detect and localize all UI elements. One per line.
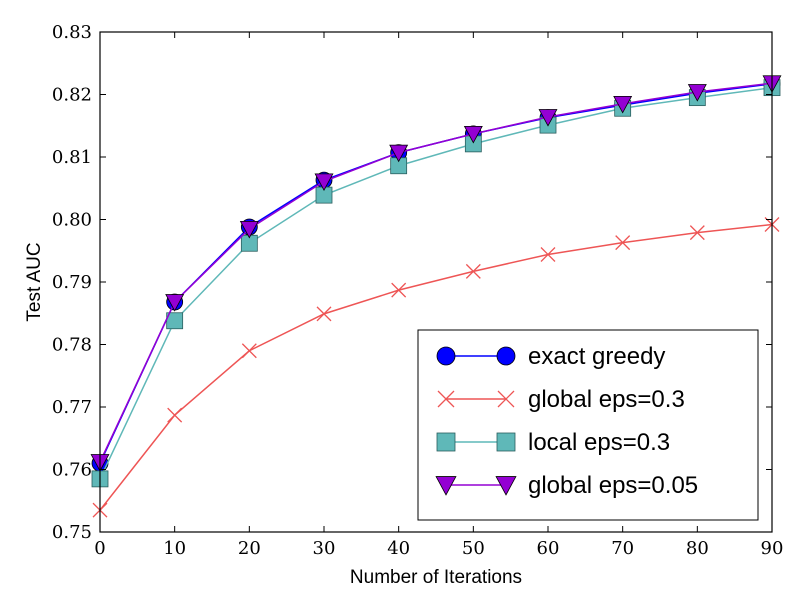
data-point	[540, 247, 556, 262]
x-tick-label: 40	[387, 538, 410, 559]
x-tick-label: 70	[611, 538, 634, 559]
legend-box	[417, 329, 759, 521]
series-line	[99, 223, 773, 511]
y-tick-label: 0.82	[52, 85, 92, 106]
legend-marker	[436, 432, 456, 452]
legend-marker	[435, 476, 457, 496]
x-tick-label: 0	[94, 538, 105, 559]
series-line	[99, 86, 773, 480]
axis-ticks: 0 10 20 30 40 50 60 70 80 90 0.75 0.76 0.77 0.78 0.79 0…	[52, 22, 784, 559]
data-point	[465, 263, 481, 279]
plot-marks	[90, 75, 782, 518]
data-point	[314, 173, 334, 192]
x-axis-title: Number of Iterations	[350, 567, 522, 588]
data-point	[389, 144, 409, 163]
y-tick-label: 0.81	[52, 147, 92, 168]
legend-marker	[436, 346, 456, 366]
y-axis-title: Test AUC	[24, 242, 45, 321]
y-tick-label: 0.79	[52, 272, 92, 293]
legend-marker	[495, 476, 517, 496]
data-point	[241, 343, 257, 359]
x-tick-label: 30	[313, 538, 336, 559]
data-point	[687, 84, 707, 102]
data-point	[316, 306, 332, 322]
x-tick-label: 90	[761, 538, 784, 559]
y-tick-label: 0.75	[52, 522, 92, 543]
legend: exact greedy global eps=0.3 local eps=0.3 g…	[417, 329, 759, 521]
legend-label: local eps=0.3	[528, 429, 670, 456]
y-tick-label: 0.77	[52, 397, 92, 418]
legend-label: global eps=0.3	[528, 386, 685, 413]
data-point	[165, 294, 185, 312]
data-point	[613, 95, 633, 114]
x-tick-label: 60	[537, 538, 560, 559]
legend-marker	[497, 390, 515, 408]
x-tick-label: 50	[462, 538, 485, 559]
series-line	[99, 82, 773, 463]
x-tick-label: 10	[163, 538, 186, 559]
x-tick-label: 80	[686, 538, 709, 559]
data-point	[239, 220, 259, 239]
legend-marker	[496, 346, 516, 366]
y-tick-label: 0.76	[52, 460, 92, 481]
data-point	[167, 407, 183, 423]
data-point	[615, 235, 631, 251]
y-tick-label: 0.78	[52, 335, 92, 356]
data-point	[391, 282, 407, 298]
data-point	[538, 109, 558, 127]
x-tick-label: 20	[238, 538, 261, 559]
y-tick-label: 0.83	[52, 22, 92, 43]
legend-marker	[496, 432, 516, 452]
legend-marker	[437, 390, 455, 408]
legend-label: exact greedy	[528, 343, 665, 370]
data-point	[463, 125, 483, 144]
legend-label: global eps=0.05	[528, 472, 698, 499]
y-tick-label: 0.80	[52, 210, 92, 231]
data-point	[689, 225, 705, 241]
